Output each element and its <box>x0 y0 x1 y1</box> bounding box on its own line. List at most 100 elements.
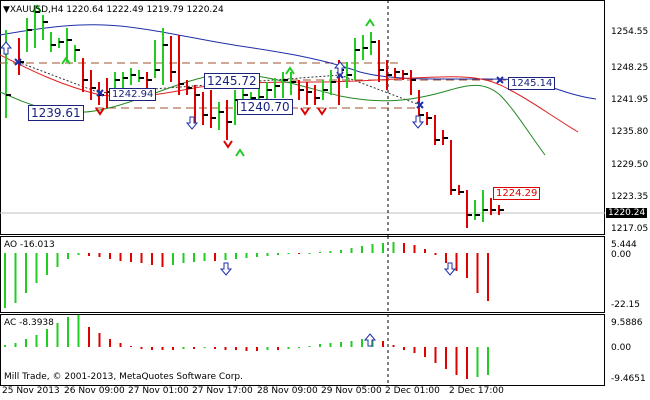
ao-bar <box>14 253 17 303</box>
ac-bar <box>487 347 489 375</box>
price-axis-label: 1254.55 <box>611 27 649 37</box>
ao-bar <box>235 253 237 259</box>
price-axis-label: 1248.25 <box>611 63 649 73</box>
ao-bar <box>203 253 206 261</box>
time-axis-label: 29 Nov 05:00 <box>321 386 382 396</box>
price-axis-label: 1241.95 <box>611 95 649 105</box>
ac-bar <box>308 346 311 347</box>
ao-bar <box>67 253 69 259</box>
ao-axis-label: 5.444 <box>611 240 637 250</box>
ac-bar <box>161 347 164 350</box>
ao-bar <box>413 245 416 253</box>
ao-bar <box>287 253 290 254</box>
ao-bar <box>245 253 248 258</box>
symbol-header: ▼XAUUSD,H4 1220.64 1222.49 1219.79 1220.… <box>3 5 224 15</box>
time-axis-label: 28 Nov 09:00 <box>257 386 318 396</box>
ac-bar <box>119 343 122 347</box>
ao-bar <box>224 253 227 260</box>
cross-marker-icon <box>14 58 22 66</box>
ac-pane[interactable] <box>0 314 650 386</box>
ac-bar <box>67 317 69 347</box>
cross-marker-icon <box>496 76 504 84</box>
ac-bar <box>182 347 185 349</box>
ac-bars <box>4 315 489 379</box>
ao-chart-svg <box>0 236 605 314</box>
ao-pane[interactable] <box>0 236 650 314</box>
ac-bar <box>319 344 321 347</box>
down-arrow-icon <box>411 115 425 129</box>
price-label-box[interactable]: 1242.94 <box>109 88 157 101</box>
price-label-box[interactable]: 1240.70 <box>237 99 293 115</box>
price-axis-label: 1235.80 <box>611 127 649 137</box>
price-pane[interactable] <box>0 0 650 236</box>
ao-bar <box>140 253 143 263</box>
ac-bar <box>392 345 395 347</box>
ac-bar <box>350 341 353 347</box>
down-chevron-icon <box>300 107 310 116</box>
ao-bar <box>466 253 468 278</box>
ac-bar <box>277 347 279 350</box>
ac-bar <box>140 347 143 349</box>
trendline <box>17 61 101 94</box>
ac-bar <box>25 339 27 347</box>
up-chevron-icon <box>235 148 245 157</box>
up-chevron-icon <box>285 66 295 75</box>
price-label-box[interactable]: 1245.72 <box>204 73 260 89</box>
ao-bar <box>455 253 458 271</box>
ao-bar <box>476 253 479 293</box>
ac-bar <box>109 339 111 347</box>
ac-bar <box>424 347 426 357</box>
time-axis-label: 26 Nov 09:00 <box>64 386 125 396</box>
current-price-tag: 1220.24 <box>606 208 648 218</box>
ao-bar <box>434 253 437 255</box>
ao-axis-label: -22.15 <box>611 300 641 310</box>
time-axis-label: 27 Nov 17:00 <box>192 386 253 396</box>
ao-bar <box>424 249 426 253</box>
ac-bar <box>46 329 48 347</box>
ohlc-values: 1220.64 1222.49 1219.79 1220.24 <box>66 5 224 15</box>
ao-title: AO -16.013 <box>4 240 55 250</box>
ao-bar <box>266 253 269 256</box>
ac-bar <box>14 343 17 347</box>
up-arrow-icon <box>0 41 13 55</box>
cross-marker-icon <box>416 101 424 109</box>
ao-bar <box>487 253 489 301</box>
up-chevron-icon <box>365 18 375 27</box>
ao-bar <box>371 244 374 253</box>
candles <box>5 5 504 228</box>
ac-bar <box>224 347 227 350</box>
ao-bar <box>277 253 279 255</box>
ao-bar <box>214 253 216 261</box>
ao-bars <box>4 242 489 308</box>
ao-bar <box>256 253 258 257</box>
ao-bar <box>193 253 195 262</box>
time-axis-label: 27 Nov 01:00 <box>128 386 189 396</box>
ac-bar <box>476 347 479 377</box>
ac-bar <box>245 347 248 351</box>
ac-bar <box>98 333 101 347</box>
ac-bar <box>203 347 206 348</box>
ao-bar <box>329 251 332 253</box>
down-chevron-icon <box>223 140 233 149</box>
ac-bar <box>130 346 132 347</box>
ac-bar <box>151 347 153 350</box>
ac-axis-label: 0.00 <box>611 343 632 353</box>
symbol-label: XAUUSD,H4 <box>9 5 64 15</box>
cross-marker-icon <box>96 89 104 97</box>
price-label-box[interactable]: 1224.29 <box>493 187 541 200</box>
price-label-box[interactable]: 1239.61 <box>28 105 84 121</box>
ac-bar <box>172 347 174 350</box>
ao-bar <box>392 242 395 253</box>
ao-bar <box>46 253 48 275</box>
price-label-box[interactable]: 1245.14 <box>508 77 556 90</box>
ac-bar <box>35 335 38 347</box>
symbol-dropdown-icon[interactable]: ▼ <box>3 5 10 15</box>
ao-bar <box>172 253 174 265</box>
ao-bar <box>445 253 447 263</box>
ao-axis-label: 0.00 <box>611 250 632 260</box>
down-arrow-icon <box>185 116 199 130</box>
ao-bar <box>98 253 101 257</box>
ac-bar <box>413 347 416 353</box>
ao-bar <box>298 253 300 254</box>
